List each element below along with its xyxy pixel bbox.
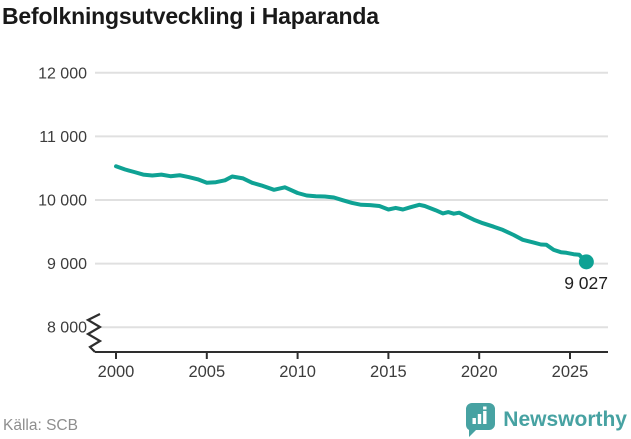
source-label: Källa: SCB	[3, 417, 78, 434]
y-axis-tick-label: 8 000	[47, 320, 87, 337]
y-axis-tick-label: 10 000	[38, 193, 87, 210]
population-series-line	[114, 164, 589, 264]
y-axis-tick-label: 9 000	[47, 256, 87, 273]
newsworthy-chart-bubble-icon	[466, 403, 496, 437]
end-value-label: 9 027	[564, 273, 608, 293]
series-end-point	[578, 254, 594, 270]
newsworthy-wordmark: Newsworthy	[503, 407, 627, 431]
y-axis-tick-label: 12 000	[38, 65, 87, 82]
y-axis-tick-label: 11 000	[39, 129, 87, 146]
x-axis-tick-label: 2010	[279, 363, 316, 381]
y-axis-break-icon	[85, 313, 103, 353]
population-line-chart: 8 000 9 000 10 000 11 000 12 000 2000 2005 2010…	[38, 65, 608, 381]
x-axis-tick-label: 2005	[188, 363, 225, 381]
x-axis-tick-label: 2015	[370, 363, 407, 381]
x-axis-tick-label: 2000	[98, 363, 135, 381]
x-axis-tick-label: 2025	[552, 363, 589, 381]
newsworthy-logo: Newsworthy	[465, 402, 627, 437]
page-title: Befolkningsutveckling i Haparanda	[2, 3, 379, 29]
x-axis-tick-label: 2020	[461, 363, 498, 381]
